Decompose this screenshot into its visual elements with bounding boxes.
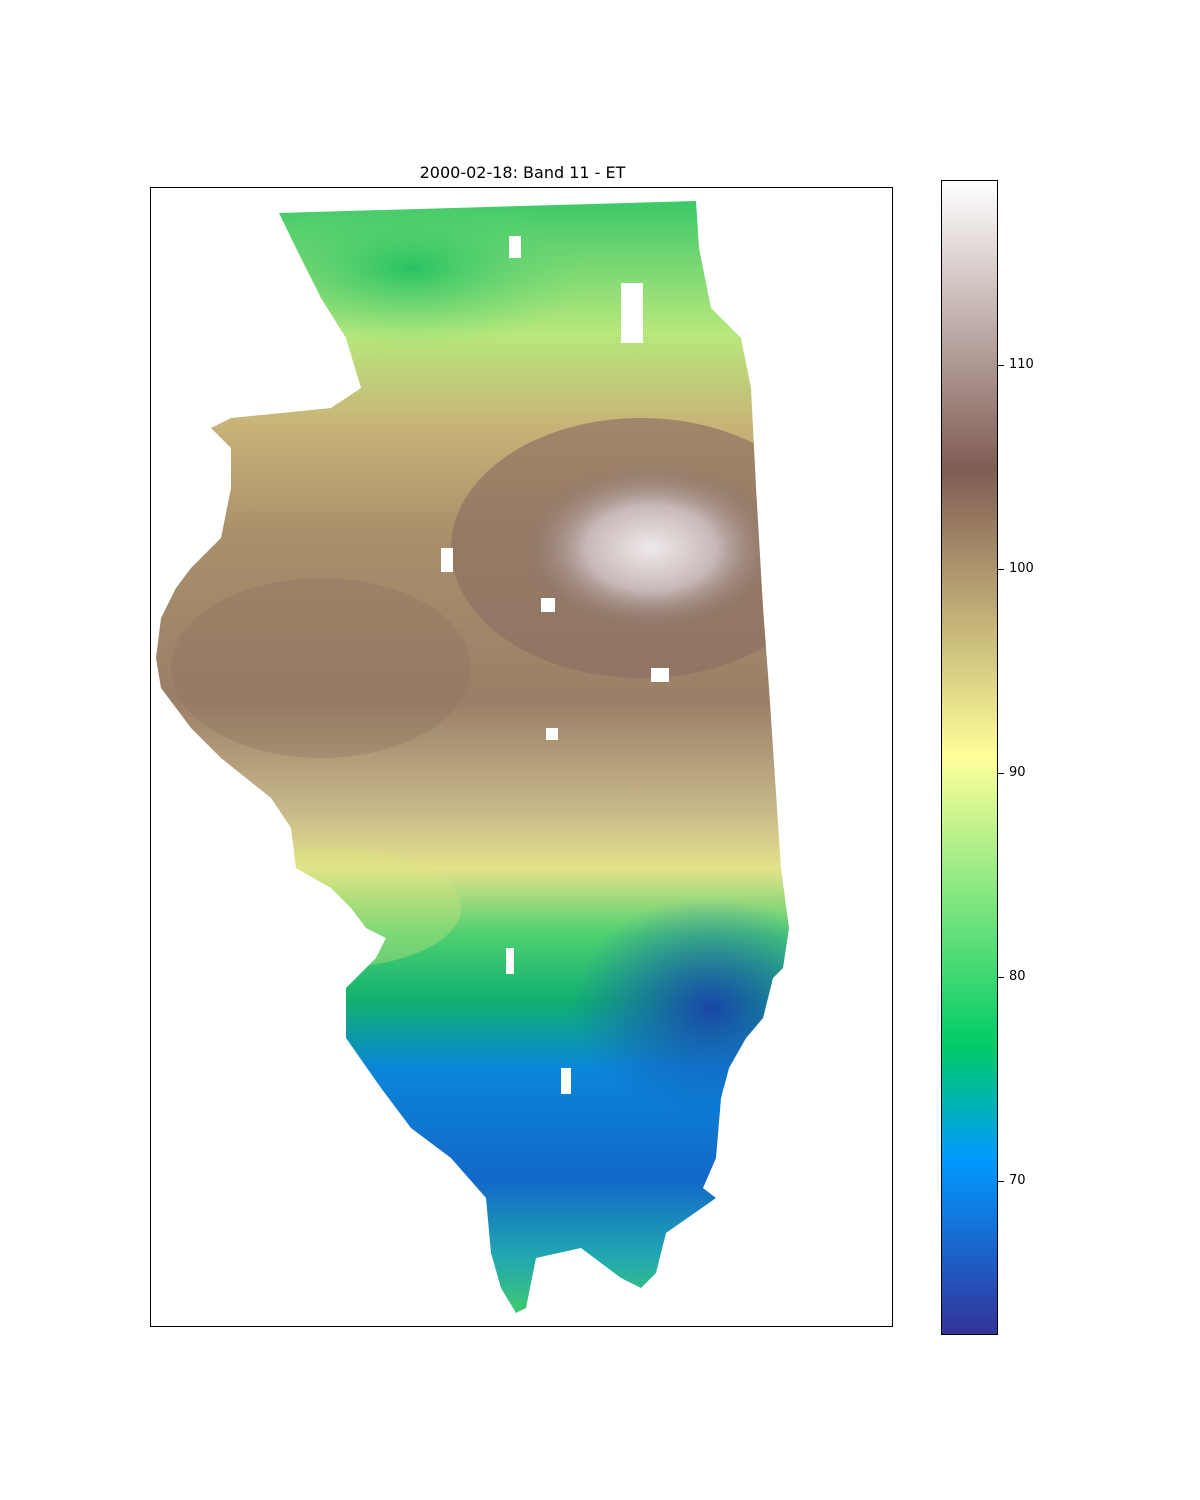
colorbar-tick-mark	[998, 569, 1004, 570]
colorbar-tick-mark	[998, 365, 1004, 366]
no-data-holes	[441, 236, 669, 1094]
colorbar-tick-label: 100	[1009, 561, 1034, 576]
colorbar-tick-label: 110	[1009, 357, 1034, 372]
illinois-shape	[156, 201, 789, 1313]
map-title: 2000-02-18: Band 11 - ET	[419, 163, 626, 182]
colorbar-tick-label: 90	[1009, 765, 1026, 780]
map-plot-area	[150, 187, 893, 1327]
colorbar-tick-mark	[998, 773, 1004, 774]
colorbar-tick-label: 70	[1009, 1173, 1026, 1188]
colorbar-gradient	[942, 181, 997, 1334]
colorbar-tick-mark	[998, 1181, 1004, 1182]
colorbar-tick-mark	[998, 977, 1004, 978]
colorbar	[941, 180, 998, 1335]
colorbar-tick-label: 80	[1009, 969, 1026, 984]
illinois-map	[156, 201, 789, 1313]
